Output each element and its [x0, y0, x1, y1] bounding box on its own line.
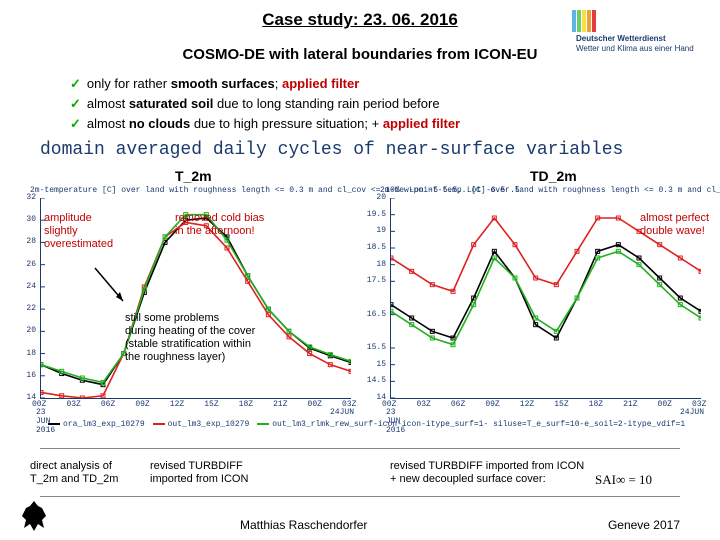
xtick: 12Z: [170, 400, 184, 409]
ytick: 32: [16, 193, 36, 202]
ytick: 24: [16, 282, 36, 291]
date-right: 24JUN: [680, 408, 704, 417]
legend: ora_lm3_exp_10279out_lm3_exp_10279out_lm…: [40, 420, 700, 429]
xtick: 06Z: [451, 400, 465, 409]
ytick: 16: [16, 371, 36, 380]
legend-item: out_lm3_rlmk_rew_surf-icon-icon-itype_su…: [249, 420, 685, 429]
ytick: 14.5: [366, 376, 386, 385]
ytick: 15.5: [366, 343, 386, 352]
ytick: 18.5: [366, 243, 386, 252]
date-left: 23 JUN 2016: [386, 408, 405, 435]
annot-problems: still some problems during heating of th…: [125, 312, 255, 364]
xtick: 03Z: [416, 400, 430, 409]
xtick: 15Z: [204, 400, 218, 409]
logo-text-top: Deutscher Wetterdienst: [576, 34, 666, 43]
xtick: 21Z: [273, 400, 287, 409]
xtick: 15Z: [554, 400, 568, 409]
xtick: 06Z: [101, 400, 115, 409]
bullet-item: ✓almost no clouds due to high pressure s…: [70, 114, 460, 134]
domain-title: domain averaged daily cycles of near-sur…: [40, 140, 623, 160]
ytick: 18: [366, 260, 386, 269]
divider-bottom: [40, 496, 680, 497]
bullet-list: ✓only for rather smooth surfaces; applie…: [70, 74, 460, 134]
footer-author: Matthias Raschendorfer: [240, 518, 367, 532]
legend-item: out_lm3_exp_10279: [145, 420, 250, 429]
ytick: 17.5: [366, 276, 386, 285]
annot-coldbias: removed cold bias in the afternoon!: [175, 212, 264, 238]
left-chart-head: 2m-temperature [C] over land with roughn…: [30, 186, 370, 195]
ytick: 30: [16, 215, 36, 224]
xtick: 21Z: [623, 400, 637, 409]
ytick: 20: [16, 326, 36, 335]
bottom-text-2: revised TURBDIFF imported from ICON: [150, 460, 248, 486]
ytick: 26: [16, 260, 36, 269]
xtick: 12Z: [520, 400, 534, 409]
left-chart-label: T_2m: [175, 168, 212, 184]
ytick: 18: [16, 349, 36, 358]
right-chart-head: 2m-dew-point-temp. [C] over land with ro…: [380, 186, 720, 195]
date-right: 24JUN: [330, 408, 354, 417]
xtick: 18Z: [589, 400, 603, 409]
ytick: 22: [16, 304, 36, 313]
ytick: 15: [366, 360, 386, 369]
annot-doublewave: almost perfect double wave!: [640, 212, 709, 238]
subtitle: COSMO-DE with lateral boundaries from IC…: [0, 46, 720, 63]
xtick: 00Z: [658, 400, 672, 409]
xtick: 18Z: [239, 400, 253, 409]
right-chart-label: TD_2m: [530, 168, 577, 184]
ytick: 16.5: [366, 310, 386, 319]
ytick: 19.5: [366, 210, 386, 219]
xtick: 09Z: [135, 400, 149, 409]
legend-item: ora_lm3_exp_10279: [40, 420, 145, 429]
ytick: 20: [366, 193, 386, 202]
eagle-icon: [16, 498, 52, 534]
dwd-logo: Deutscher WetterdienstWetter und Klima a…: [572, 10, 712, 36]
annot-amplitude: amplitude slightly overestimated: [44, 212, 113, 251]
header: Case study: 23. 06. 2016 Deutscher Wette…: [0, 6, 720, 42]
date-left: 23 JUN 2016: [36, 408, 55, 435]
xtick: 03Z: [66, 400, 80, 409]
bottom-text-1: direct analysis of T_2m and TD_2m: [30, 460, 118, 486]
bullet-item: ✓almost saturated soil due to long stand…: [70, 94, 460, 114]
footer-venue: Geneve 2017: [608, 518, 680, 532]
sai-eq: SAI∞ = 10: [595, 473, 652, 486]
bottom-text-3: revised TURBDIFF imported from ICON + ne…: [390, 460, 584, 486]
xtick: 09Z: [485, 400, 499, 409]
bullet-item: ✓only for rather smooth surfaces; applie…: [70, 74, 460, 94]
arrow-icon: [90, 266, 130, 306]
divider-top: [40, 448, 680, 449]
ytick: 28: [16, 237, 36, 246]
xtick: 00Z: [308, 400, 322, 409]
ytick: 19: [366, 226, 386, 235]
